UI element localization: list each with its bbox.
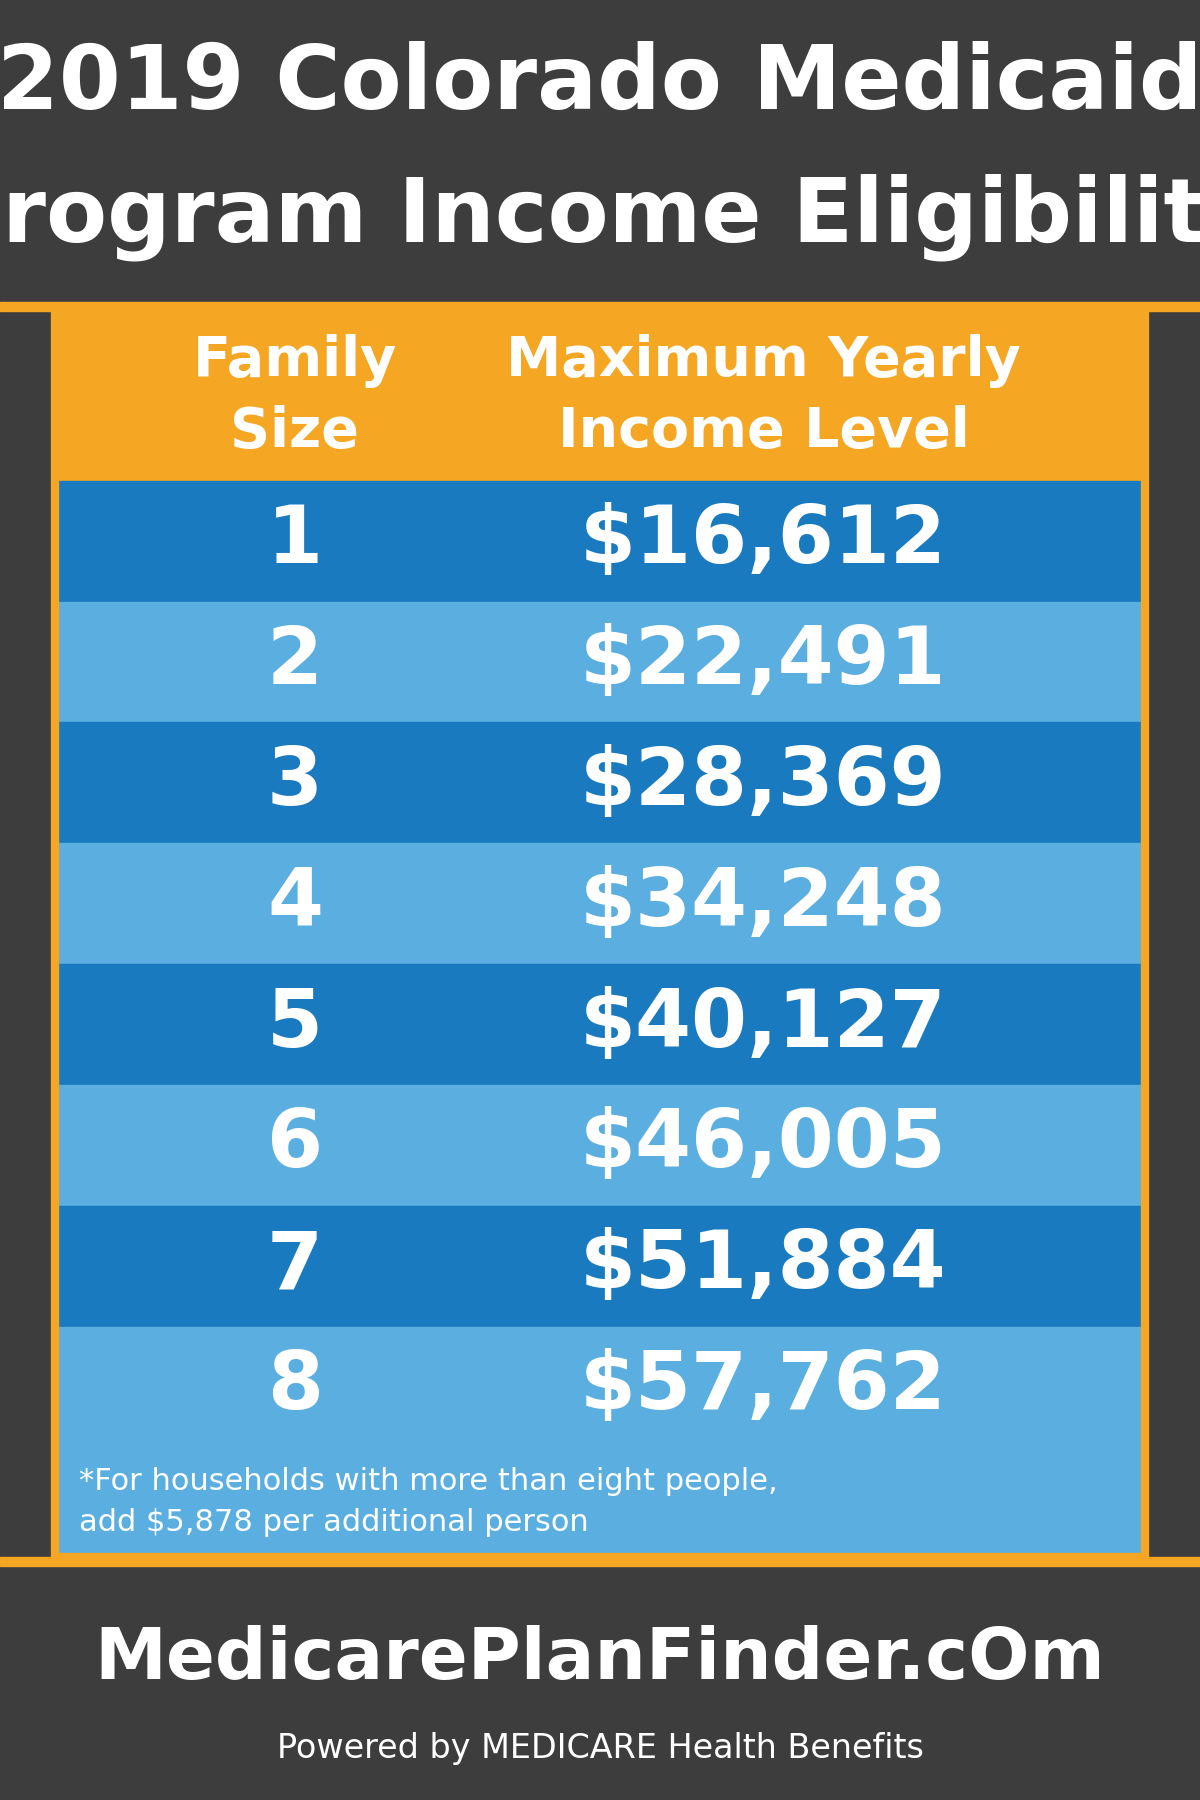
Bar bbox=[55, 1327, 1145, 1447]
Bar bbox=[55, 481, 1145, 601]
Text: 6: 6 bbox=[266, 1107, 323, 1184]
Text: $28,369: $28,369 bbox=[580, 743, 947, 823]
Text: 4: 4 bbox=[266, 864, 323, 943]
Text: $51,884: $51,884 bbox=[580, 1228, 947, 1305]
Bar bbox=[55, 965, 1145, 1085]
Bar bbox=[55, 311, 1145, 481]
Text: 5: 5 bbox=[266, 986, 323, 1064]
Bar bbox=[55, 1206, 1145, 1327]
Text: 2: 2 bbox=[266, 623, 323, 700]
Bar bbox=[55, 1447, 1145, 1557]
Text: 2019 Colorado Medicaid: 2019 Colorado Medicaid bbox=[0, 41, 1200, 128]
Text: $34,248: $34,248 bbox=[580, 864, 947, 943]
Bar bbox=[55, 311, 1145, 1557]
Text: Family
Size: Family Size bbox=[193, 333, 397, 459]
Bar bbox=[0, 1566, 1200, 1800]
Text: Powered by MEDICARE Health Benefits: Powered by MEDICARE Health Benefits bbox=[276, 1732, 924, 1766]
Bar bbox=[55, 1085, 1145, 1206]
Text: $46,005: $46,005 bbox=[580, 1107, 947, 1184]
Text: *For households with more than eight people,
add $5,878 per additional person: *For households with more than eight peo… bbox=[79, 1467, 778, 1537]
Bar bbox=[0, 302, 1200, 311]
Text: 7: 7 bbox=[266, 1228, 323, 1305]
Bar bbox=[0, 1557, 1200, 1566]
Text: $40,127: $40,127 bbox=[580, 986, 947, 1064]
Bar bbox=[55, 722, 1145, 842]
Text: Program Income Eligibility: Program Income Eligibility bbox=[0, 175, 1200, 261]
Bar bbox=[55, 842, 1145, 965]
Text: $57,762: $57,762 bbox=[580, 1348, 947, 1426]
Text: 3: 3 bbox=[266, 743, 323, 823]
Text: $22,491: $22,491 bbox=[580, 623, 947, 700]
Text: Maximum Yearly
Income Level: Maximum Yearly Income Level bbox=[506, 333, 1021, 459]
Bar bbox=[55, 311, 1145, 1557]
Text: 1: 1 bbox=[266, 502, 323, 580]
Bar bbox=[0, 0, 1200, 302]
Text: 8: 8 bbox=[266, 1348, 323, 1426]
Bar bbox=[55, 601, 1145, 722]
Text: $16,612: $16,612 bbox=[580, 502, 947, 580]
Text: MedicarePlanFinder.cOm: MedicarePlanFinder.cOm bbox=[95, 1625, 1105, 1694]
